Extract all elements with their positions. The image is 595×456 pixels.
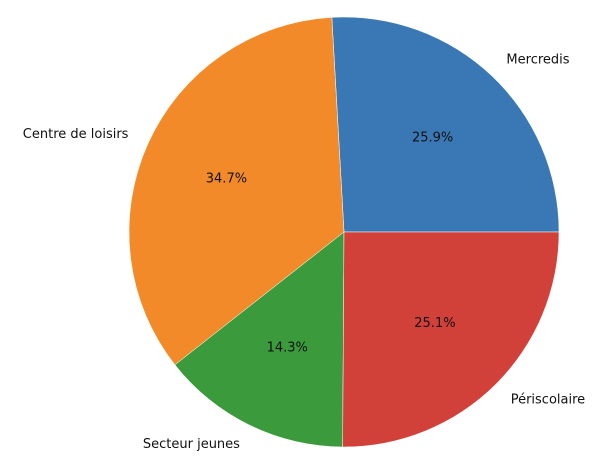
pct-label: 14.3%: [267, 340, 308, 355]
pie-slice: [174, 231, 345, 448]
slice-label: Centre de loisirs: [23, 127, 129, 142]
slice-label: Périscolaire: [511, 392, 585, 407]
pct-label: 25.1%: [414, 316, 455, 331]
pie-slice: [331, 16, 560, 233]
pie-slice: [342, 231, 560, 448]
pie-slice: [128, 17, 345, 366]
slice-label: Mercredis: [506, 53, 569, 68]
slice-label: Secteur jeunes: [143, 437, 240, 452]
pct-label: 34.7%: [206, 171, 247, 186]
pct-label: 25.9%: [412, 131, 453, 146]
